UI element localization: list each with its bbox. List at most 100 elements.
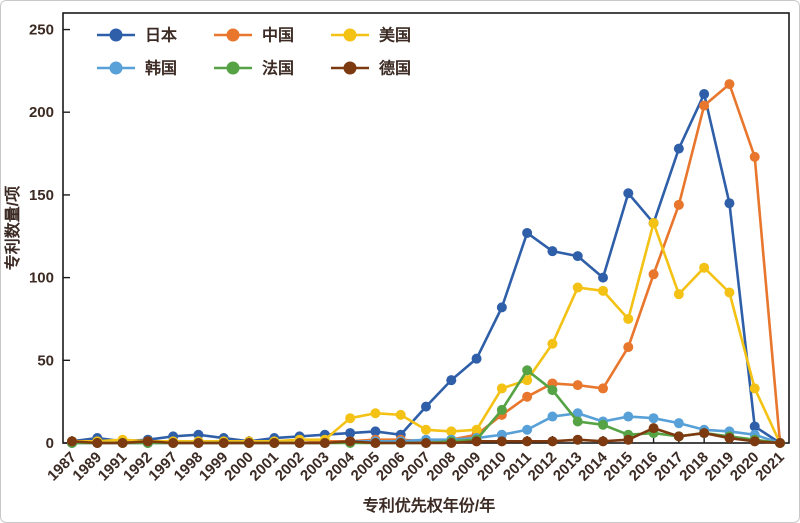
legend-item-2: 美国: [331, 26, 411, 45]
y-tick-label: 150: [29, 187, 54, 204]
data-point: [673, 199, 684, 210]
data-point: [547, 246, 558, 257]
data-point: [522, 424, 533, 435]
legend-label: 日本: [145, 26, 177, 45]
data-point: [471, 436, 482, 447]
data-point: [699, 100, 710, 111]
data-point: [319, 438, 330, 448]
data-point: [572, 416, 583, 427]
data-point: [446, 438, 457, 448]
data-point: [598, 272, 608, 283]
data-point: [269, 438, 280, 448]
data-point: [648, 413, 659, 424]
data-point: [749, 151, 760, 162]
legend-label: 美国: [379, 26, 411, 45]
x-tick-label: 2021: [752, 449, 788, 485]
data-point: [142, 436, 153, 447]
data-point: [623, 188, 634, 199]
legend-item-4: 法国: [214, 59, 294, 78]
data-point: [370, 408, 381, 419]
legend-item-1: 中国: [214, 26, 294, 45]
data-point: [370, 438, 381, 448]
data-point: [547, 385, 558, 396]
data-point: [496, 436, 507, 447]
data-point: [598, 436, 608, 447]
data-point: [294, 438, 305, 448]
legend-label: 德国: [379, 59, 411, 78]
data-point: [496, 404, 507, 415]
data-point: [673, 289, 684, 300]
data-point: [522, 227, 533, 238]
data-point: [572, 434, 583, 445]
legend-label: 韩国: [145, 59, 177, 78]
data-point: [522, 365, 533, 376]
data-point: [471, 353, 482, 364]
data-point: [421, 438, 431, 448]
data-point: [598, 285, 608, 296]
data-point: [598, 383, 608, 394]
y-tick-label: 100: [29, 270, 54, 287]
data-point: [572, 408, 583, 419]
data-point: [92, 438, 103, 448]
y-tick-label: 0: [46, 435, 54, 452]
data-point: [67, 436, 77, 447]
data-point: [572, 380, 583, 391]
data-point: [673, 431, 684, 442]
legend-marker: [343, 61, 357, 75]
data-point: [446, 375, 457, 386]
legend-marker: [226, 61, 240, 75]
data-point: [168, 438, 179, 448]
legend-marker: [226, 28, 240, 42]
data-point: [496, 302, 507, 313]
data-point: [547, 338, 558, 349]
data-point: [699, 428, 710, 439]
data-point: [724, 198, 735, 209]
data-point: [623, 434, 634, 445]
legend-item-5: 德国: [331, 59, 411, 78]
data-point: [749, 436, 760, 447]
data-point: [345, 413, 356, 424]
data-point: [572, 251, 583, 262]
legend-label: 中国: [262, 26, 294, 45]
data-point: [648, 269, 659, 280]
data-point: [749, 383, 760, 394]
data-point: [598, 419, 608, 430]
data-point: [648, 423, 659, 434]
data-point: [775, 438, 785, 448]
data-point: [522, 436, 533, 447]
data-point: [193, 438, 204, 448]
data-point: [522, 375, 533, 386]
data-point: [673, 143, 684, 154]
data-point: [547, 436, 558, 447]
data-point: [724, 433, 735, 444]
legend-marker: [109, 28, 123, 42]
legend-item-3: 韩国: [97, 59, 177, 78]
data-point: [395, 438, 406, 448]
data-point: [673, 418, 684, 429]
data-point: [345, 436, 356, 447]
y-tick-label: 200: [29, 104, 54, 121]
data-point: [244, 438, 254, 448]
data-point: [724, 79, 735, 90]
data-point: [623, 313, 634, 324]
data-point: [370, 426, 381, 437]
legend-item-0: 日本: [97, 26, 177, 45]
data-point: [117, 438, 128, 448]
data-point: [446, 426, 457, 437]
data-point: [749, 421, 760, 432]
data-point: [218, 438, 229, 448]
plot-area: [62, 12, 790, 444]
data-point: [395, 409, 406, 420]
legend-marker: [343, 28, 357, 42]
series-5: [67, 423, 785, 448]
data-point: [496, 383, 507, 394]
legend-label: 法国: [262, 59, 294, 78]
x-axis-title: 专利优先权年份/年: [363, 496, 495, 515]
data-point: [522, 391, 533, 402]
data-point: [547, 411, 558, 422]
y-tick-label: 250: [29, 22, 54, 39]
data-point: [724, 287, 735, 298]
y-axis-title: 专利数量/项: [3, 186, 22, 270]
data-point: [699, 262, 710, 273]
